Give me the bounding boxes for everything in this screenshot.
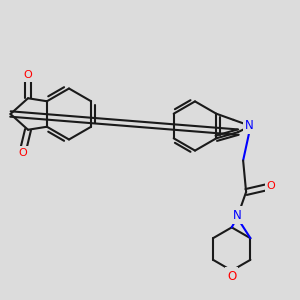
Text: N: N: [245, 119, 254, 132]
Text: O: O: [19, 148, 27, 158]
Text: O: O: [267, 181, 275, 191]
Text: O: O: [23, 70, 32, 80]
Text: N: N: [233, 208, 242, 222]
Text: O: O: [227, 269, 236, 283]
